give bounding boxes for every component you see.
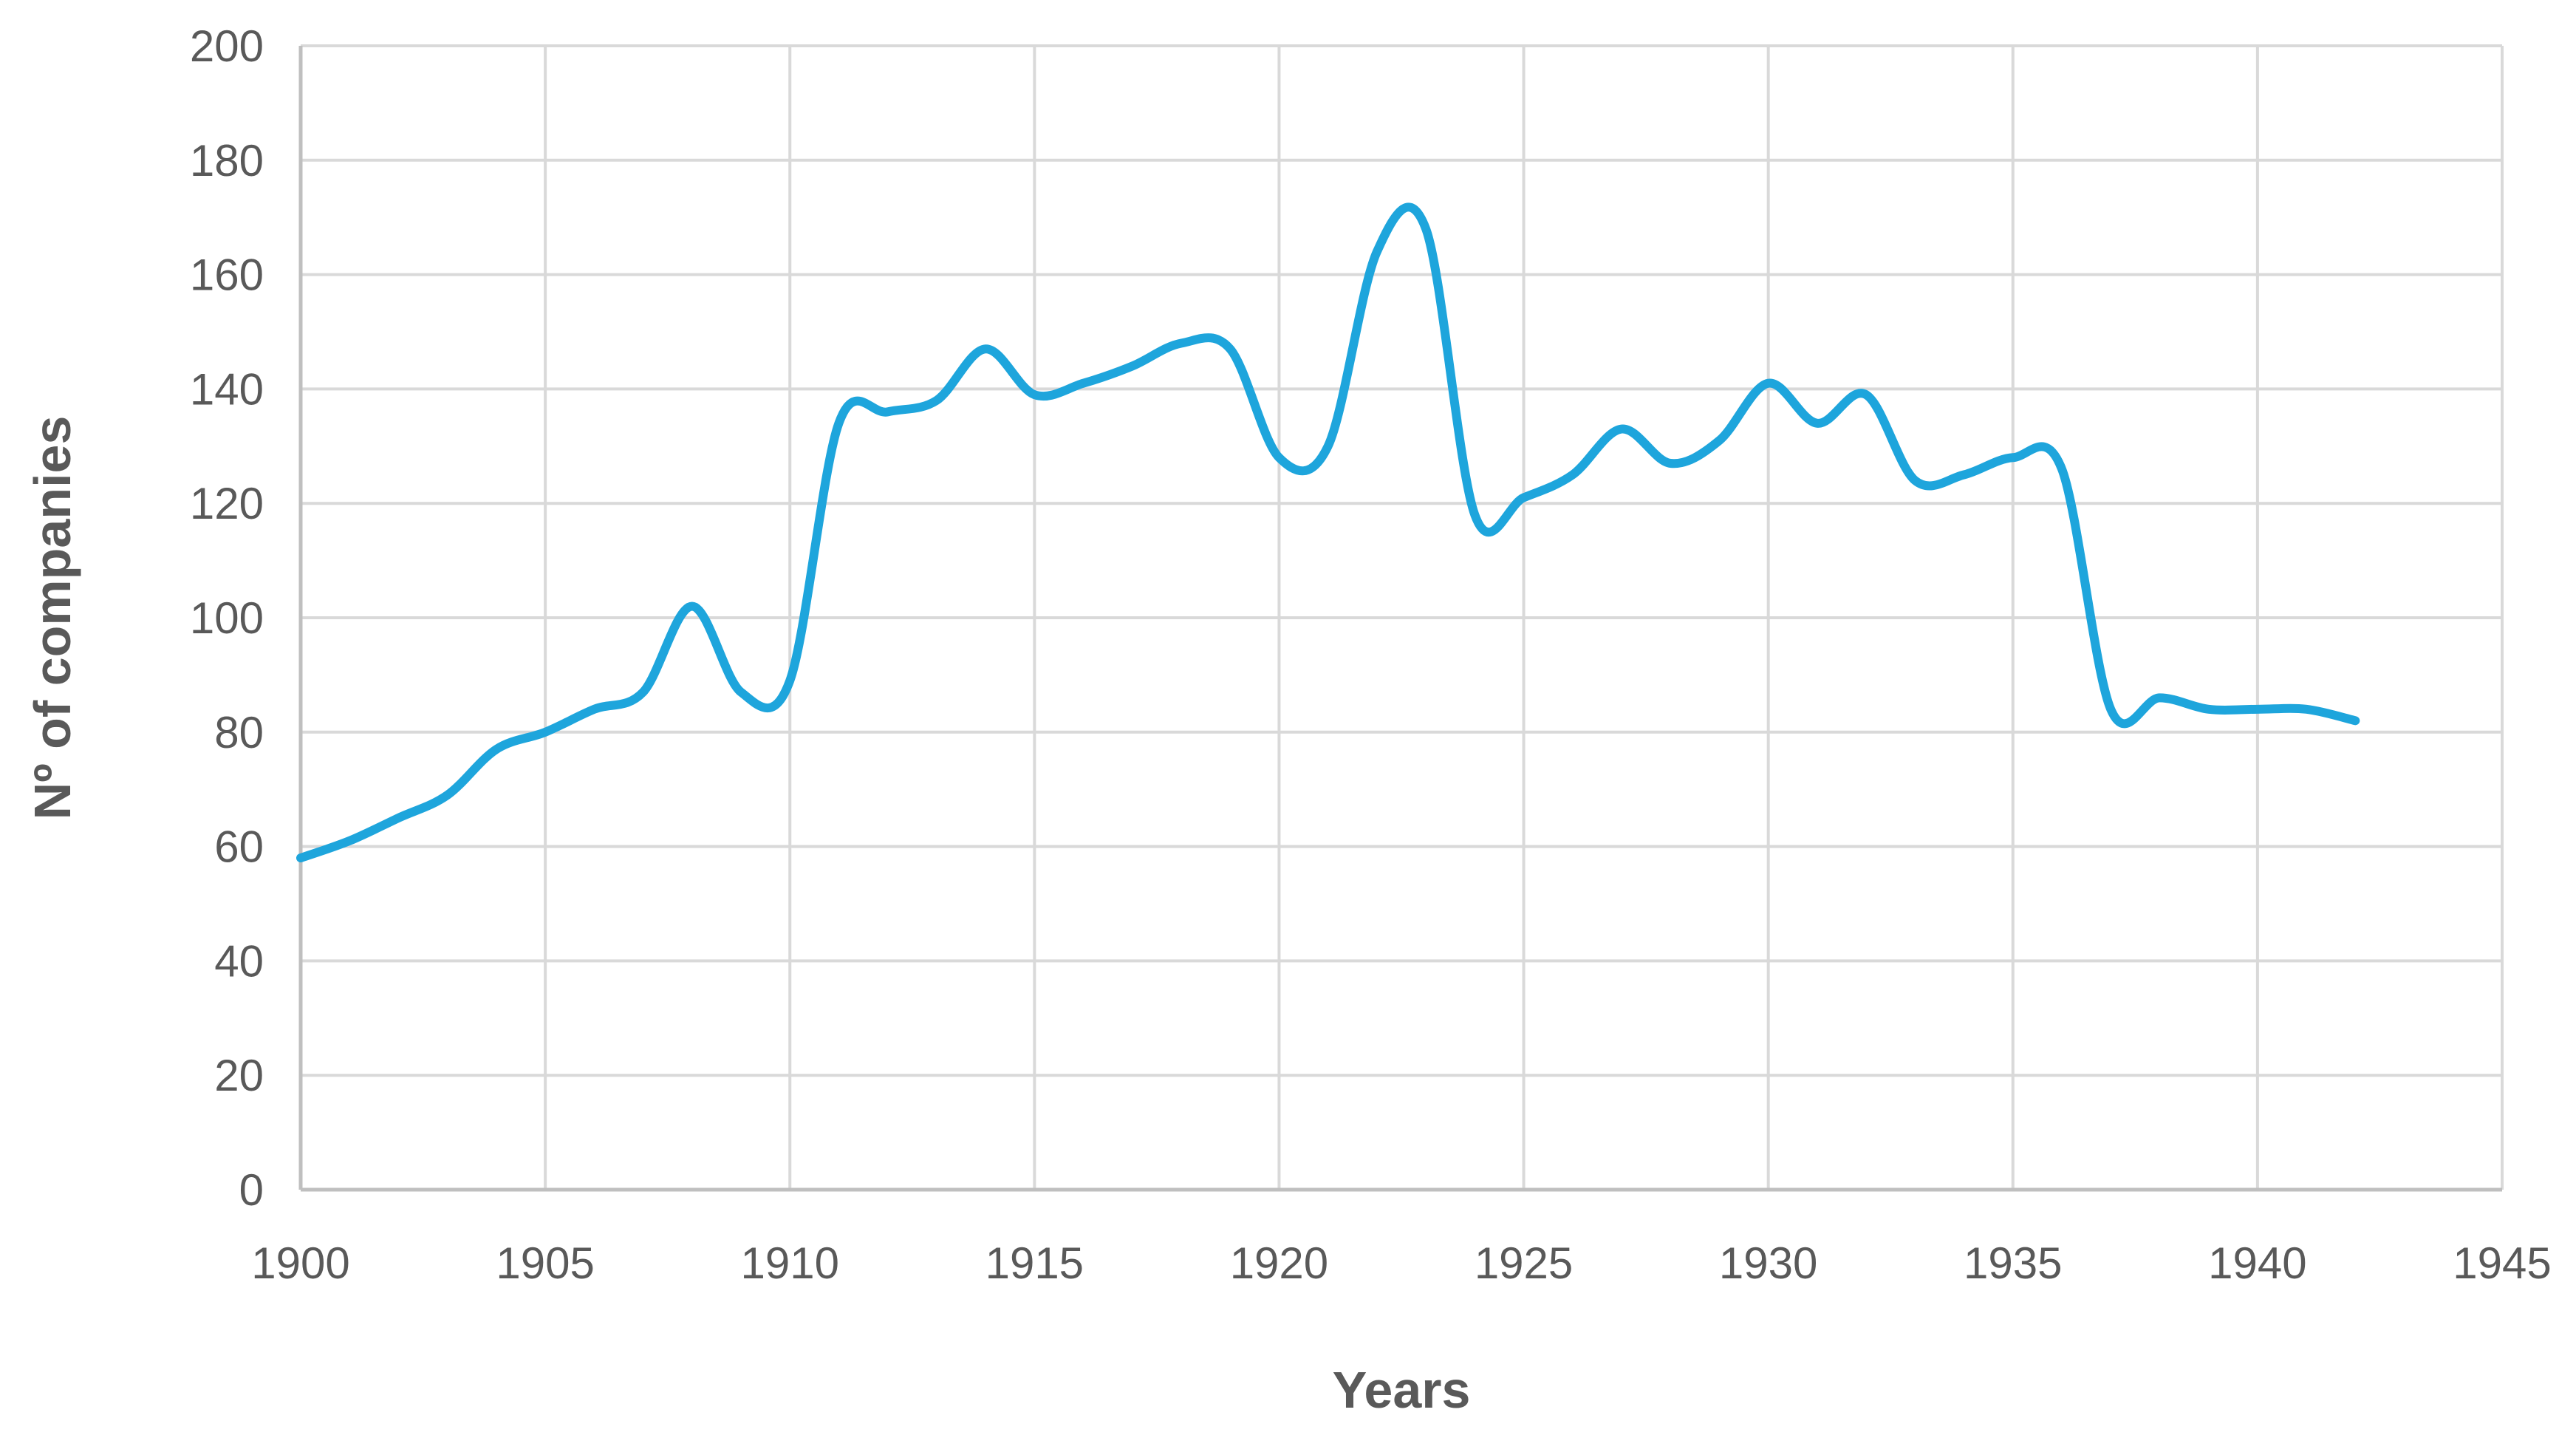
axes: [298, 46, 2502, 1192]
x-tick-label: 1945: [2453, 1238, 2551, 1288]
y-tick-label: 120: [190, 479, 264, 528]
x-tick-label: 1925: [1475, 1238, 1573, 1288]
x-tick-label: 1935: [1964, 1238, 2062, 1288]
x-tick-label: 1915: [985, 1238, 1084, 1288]
series-line: [296, 202, 2360, 863]
y-tick-label: 100: [190, 593, 264, 643]
y-axis-title: Nº of companies: [24, 416, 81, 820]
x-tick-label: 1930: [1719, 1238, 1817, 1288]
x-axis-title: Years: [1333, 1361, 1471, 1419]
x-tick-label: 1900: [251, 1238, 349, 1288]
y-tick-label: 60: [214, 822, 264, 872]
tick-labels: 0 20 40 60 80 100 120 140 160 180 200 1900 1905 1910 1…: [190, 21, 2552, 1288]
y-tick-label: 40: [214, 936, 264, 986]
y-tick-label: 80: [214, 708, 264, 757]
x-tick-label: 1905: [496, 1238, 594, 1288]
y-tick-label: 180: [190, 136, 264, 185]
gridlines: [301, 44, 2504, 1190]
y-tick-label: 140: [190, 364, 264, 414]
x-tick-label: 1910: [740, 1238, 838, 1288]
y-tick-label: 20: [214, 1051, 264, 1100]
y-tick-label: 0: [239, 1165, 264, 1215]
y-tick-label: 200: [190, 21, 264, 71]
x-tick-label: 1920: [1230, 1238, 1328, 1288]
y-tick-label: 160: [190, 250, 264, 300]
series-lines: [296, 202, 2360, 863]
x-tick-label: 1940: [2208, 1238, 2306, 1288]
